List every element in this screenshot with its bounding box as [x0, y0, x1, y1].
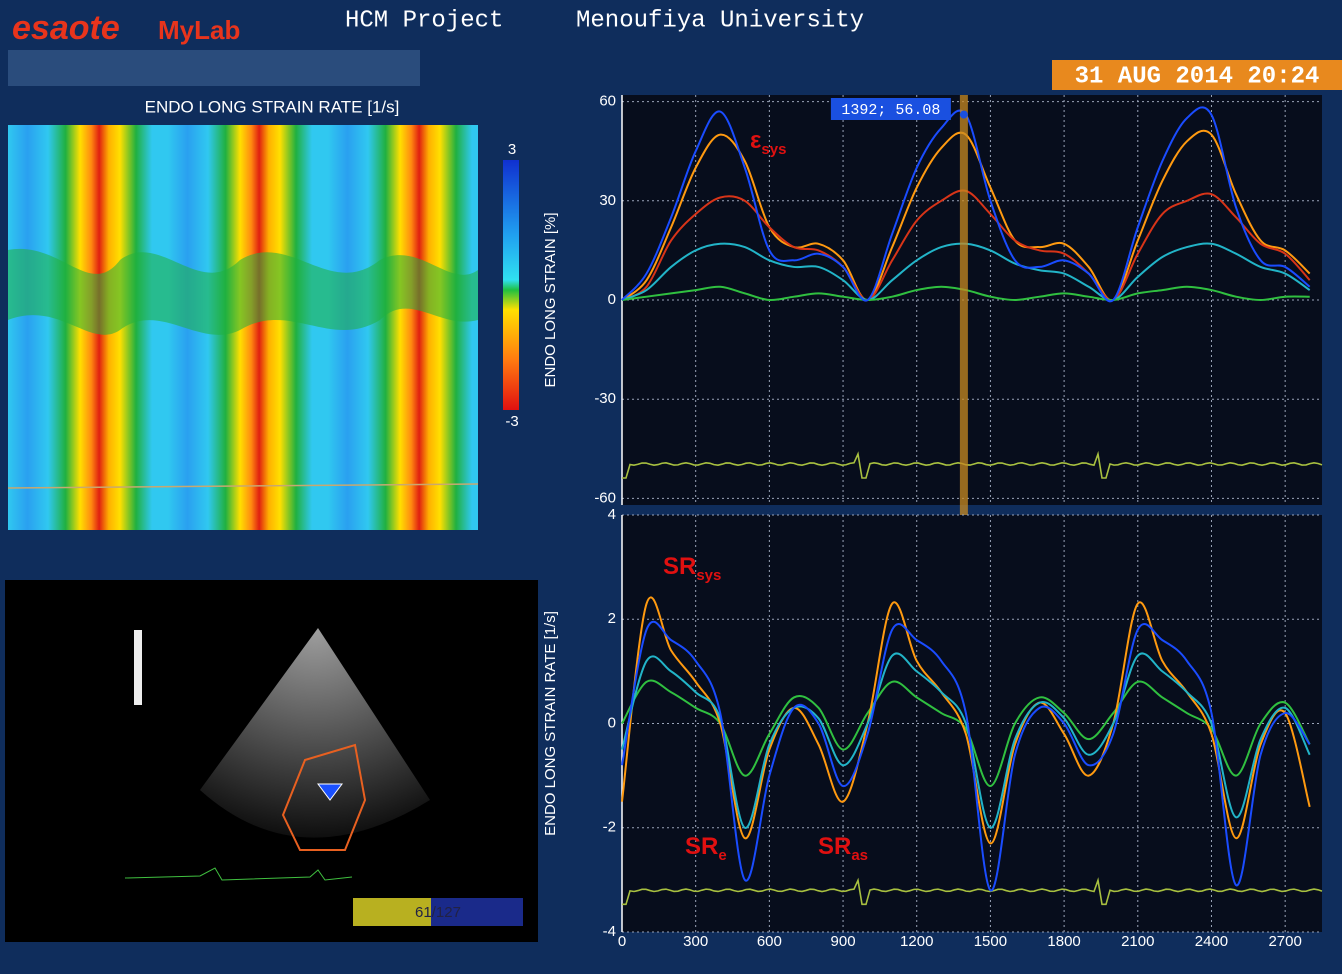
x-tick-label: 600 [757, 933, 782, 950]
x-tick-label: 2400 [1195, 933, 1228, 950]
gray-scale-bar [134, 630, 142, 705]
annotation-sub: sys [761, 141, 786, 158]
colorbar [503, 160, 519, 410]
y-axis-label: ENDO LONG STRAIN RATE [1/s] [542, 611, 559, 836]
y-tick-label: -30 [594, 390, 616, 407]
y-tick-label: -4 [603, 923, 616, 940]
annotation-text: SR [663, 553, 696, 580]
frame-counter: 61/127 [415, 904, 461, 921]
datetime: 31 AUG 2014 20:24 [1075, 63, 1320, 90]
y-tick-label: 60 [599, 93, 616, 110]
colorbar-tick-label: 3 [508, 141, 516, 158]
annotation-sub: as [851, 847, 868, 864]
x-tick-label: 1800 [1047, 933, 1080, 950]
x-tick-label: 2100 [1121, 933, 1154, 950]
x-tick-label: 1500 [974, 933, 1007, 950]
x-tick-label: 0 [618, 933, 626, 950]
y-tick-label: -60 [594, 489, 616, 506]
y-axis-label: ENDO LONG STRAIN [%] [542, 212, 559, 387]
cursor-point [960, 111, 968, 119]
cursor-label: 1392; 56.08 [841, 102, 940, 119]
annotation-sub: sys [696, 567, 721, 584]
x-tick-label: 300 [683, 933, 708, 950]
blurred-bar [8, 50, 420, 86]
institution: Menoufiya University [576, 7, 864, 34]
x-tick-label: 1200 [900, 933, 933, 950]
y-tick-label: 30 [599, 192, 616, 209]
annotation-text: SR [818, 833, 851, 860]
y-tick-label: 0 [608, 291, 616, 308]
x-tick-label: 900 [831, 933, 856, 950]
x-tick-label: 2700 [1268, 933, 1301, 950]
annotation-text: SR [685, 833, 718, 860]
heatmap-title: ENDO LONG STRAIN RATE [1/s] [145, 97, 400, 116]
screen: esaote MyLab HCM Project Menoufiya Unive… [0, 0, 1342, 974]
y-tick-label: 4 [608, 506, 616, 523]
annotation-sub: e [718, 847, 726, 864]
y-tick-label: -2 [603, 819, 616, 836]
brand: esaote [12, 9, 120, 47]
title: HCM Project [345, 7, 503, 34]
product: MyLab [158, 15, 240, 45]
y-tick-label: 0 [608, 714, 616, 731]
annotation-text: ε [750, 127, 761, 154]
colorbar-tick-label: -3 [505, 413, 518, 430]
y-tick-label: 2 [608, 610, 616, 627]
